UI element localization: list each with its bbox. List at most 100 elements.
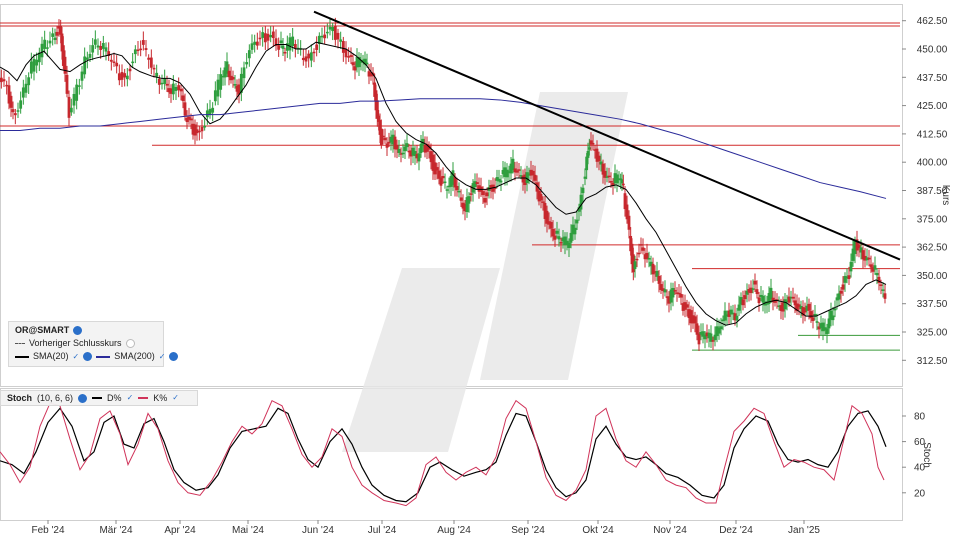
candle-body bbox=[685, 304, 689, 308]
candle-body bbox=[535, 182, 539, 192]
candle bbox=[19, 91, 23, 114]
candle bbox=[811, 309, 815, 329]
candle-body bbox=[223, 67, 227, 78]
checkmark-icon[interactable]: ✓ bbox=[158, 352, 166, 361]
candle bbox=[485, 187, 489, 206]
candle-body bbox=[205, 110, 209, 118]
candle bbox=[437, 161, 441, 185]
candle bbox=[661, 281, 665, 299]
settings-icon[interactable] bbox=[73, 326, 83, 335]
candle bbox=[181, 87, 185, 109]
candle bbox=[455, 177, 459, 197]
candle-body bbox=[693, 316, 697, 324]
candle-body bbox=[637, 252, 641, 255]
candle bbox=[219, 67, 223, 98]
candle bbox=[0, 69, 3, 89]
trend-line bbox=[313, 10, 901, 261]
settings-icon[interactable] bbox=[78, 393, 88, 403]
candle bbox=[813, 305, 817, 321]
candle-body bbox=[721, 319, 725, 322]
candle bbox=[431, 150, 435, 180]
candle bbox=[351, 53, 355, 71]
candle-body bbox=[221, 75, 225, 78]
checkmark-icon[interactable]: ✓ bbox=[72, 352, 80, 361]
candle bbox=[155, 64, 159, 84]
candle-body bbox=[427, 145, 431, 150]
candle bbox=[325, 23, 329, 39]
candle-body bbox=[701, 331, 705, 337]
candle bbox=[635, 252, 639, 268]
candle bbox=[681, 294, 685, 316]
candle bbox=[91, 38, 95, 61]
candle bbox=[707, 329, 711, 348]
candle-body bbox=[805, 305, 809, 311]
candle bbox=[427, 141, 431, 159]
candle-body bbox=[183, 102, 187, 116]
candle bbox=[637, 243, 641, 258]
candle bbox=[615, 169, 619, 193]
candle bbox=[115, 55, 119, 74]
y-tick-label: 450.00 bbox=[917, 45, 948, 56]
candle-body bbox=[813, 313, 817, 316]
candle-body bbox=[258, 37, 262, 40]
candle-body bbox=[585, 156, 589, 171]
candle-body bbox=[469, 193, 473, 195]
candle bbox=[216, 73, 220, 106]
candle-body bbox=[521, 175, 525, 183]
candle-body bbox=[777, 305, 781, 307]
settings-icon[interactable] bbox=[169, 352, 179, 361]
candle bbox=[7, 76, 11, 110]
candle bbox=[347, 47, 351, 62]
candle-body bbox=[261, 32, 265, 38]
candle-body bbox=[399, 153, 403, 155]
candle-body bbox=[707, 332, 711, 339]
candle-body bbox=[577, 207, 581, 212]
candle-body bbox=[617, 178, 621, 180]
candle bbox=[549, 216, 553, 238]
sma200-swatch bbox=[96, 355, 111, 358]
candle bbox=[613, 164, 617, 189]
candle-body bbox=[341, 41, 345, 53]
candle-body bbox=[349, 55, 353, 57]
candle bbox=[531, 164, 535, 184]
candle-body bbox=[271, 31, 275, 39]
toggle-icon[interactable] bbox=[125, 339, 135, 348]
candle-body bbox=[296, 47, 300, 50]
candle bbox=[817, 321, 821, 339]
candle-body bbox=[731, 312, 735, 315]
candle-body bbox=[541, 201, 545, 203]
candle-body bbox=[603, 170, 607, 178]
candle-body bbox=[795, 303, 799, 312]
x-tick-label: Jun '24 bbox=[302, 525, 334, 536]
candle-body bbox=[801, 307, 805, 316]
candle-body bbox=[531, 170, 535, 176]
candle-body bbox=[367, 71, 371, 77]
settings-icon[interactable] bbox=[83, 352, 93, 361]
candle-body bbox=[483, 198, 487, 203]
candle bbox=[417, 148, 421, 171]
candle bbox=[463, 199, 467, 221]
candle bbox=[27, 72, 31, 95]
candle-body bbox=[869, 264, 873, 268]
candle-body bbox=[867, 257, 871, 260]
checkmark-icon[interactable]: ✓ bbox=[172, 393, 179, 402]
candle-body bbox=[841, 284, 845, 290]
candle bbox=[625, 195, 629, 224]
candle bbox=[423, 136, 427, 158]
candle bbox=[659, 275, 663, 294]
candle bbox=[231, 70, 235, 88]
candle-body bbox=[741, 299, 745, 306]
candle-body bbox=[725, 314, 729, 317]
symbol-label: OR@SMART bbox=[15, 325, 70, 335]
checkmark-icon[interactable]: ✓ bbox=[126, 393, 134, 402]
candle-body bbox=[591, 142, 595, 145]
candle-body bbox=[325, 31, 329, 34]
candle-body bbox=[727, 310, 731, 317]
candle-body bbox=[373, 82, 377, 97]
candle bbox=[281, 37, 285, 57]
candle-body bbox=[213, 90, 217, 102]
candle bbox=[651, 257, 655, 283]
candle bbox=[169, 84, 173, 103]
x-tick-label: Mai '24 bbox=[232, 525, 264, 536]
candle bbox=[395, 139, 399, 159]
